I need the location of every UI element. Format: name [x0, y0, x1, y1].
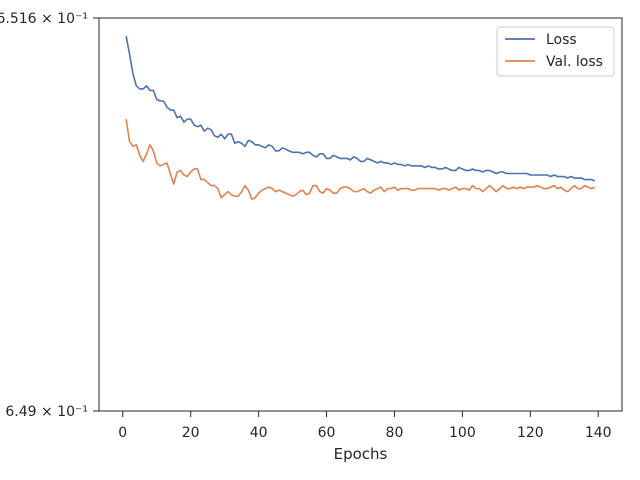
x-tick-label: 40 [250, 425, 268, 441]
series-line-val-loss [125, 119, 596, 200]
x-tick-label: 140 [585, 425, 612, 441]
legend-label-val-loss: Val. loss [546, 54, 603, 70]
axes-frame [98, 17, 623, 412]
x-axis-ticks: 0 20 40 60 80 100 120 140 [118, 411, 612, 441]
x-tick-label: 80 [386, 425, 404, 441]
x-tick-label: 120 [517, 425, 544, 441]
x-tick-label: 60 [318, 425, 336, 441]
legend-label-loss: Loss [546, 32, 577, 48]
x-axis-label: Epochs [334, 445, 388, 463]
y-tick-label: 6.516 × 10⁻¹ [0, 11, 88, 27]
series-line-loss [125, 35, 596, 182]
x-tick-label: 100 [449, 425, 476, 441]
legend: Loss Val. loss [496, 26, 615, 77]
series-lines [125, 35, 596, 200]
y-axis-ticks: 6.516 × 10⁻¹ 6.49 × 10⁻¹ [0, 11, 99, 420]
x-tick-label: 0 [118, 425, 127, 441]
x-tick-label: 20 [182, 425, 200, 441]
y-tick-label: 6.49 × 10⁻¹ [5, 404, 88, 420]
